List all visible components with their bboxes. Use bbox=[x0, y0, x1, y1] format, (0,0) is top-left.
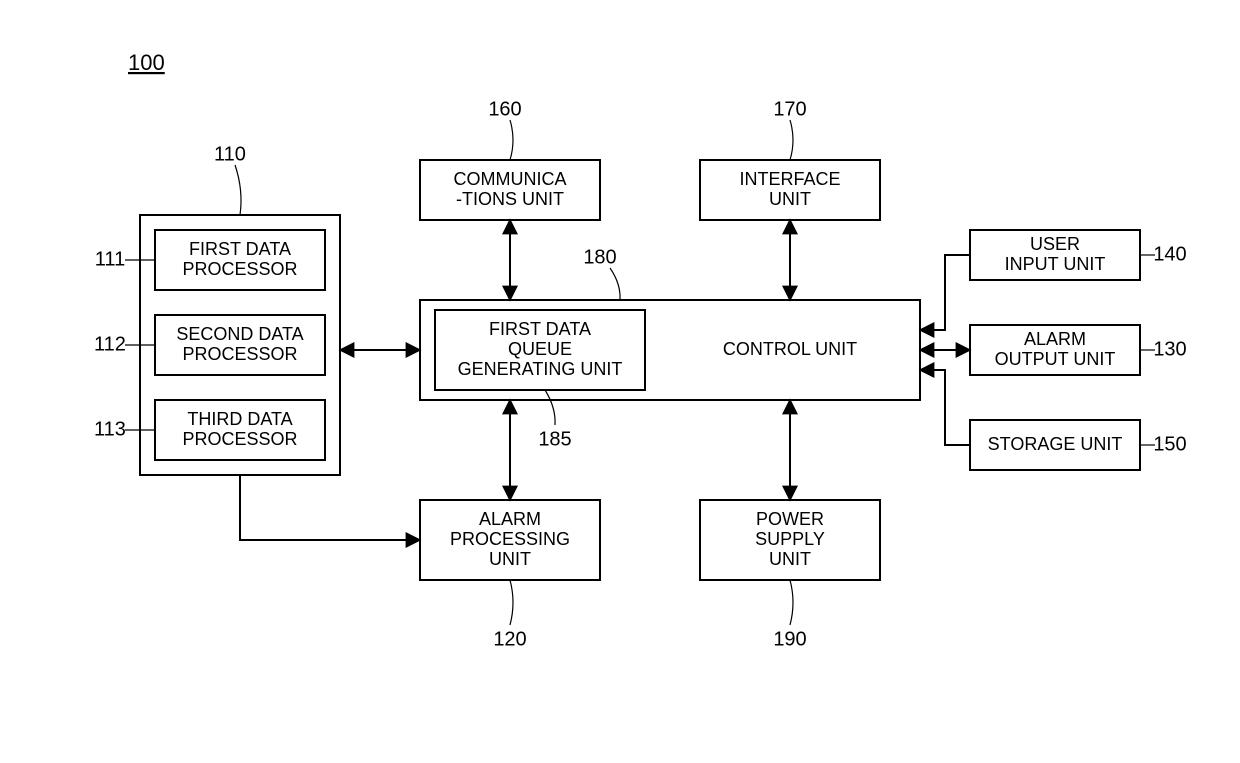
iface-label: UNIT bbox=[769, 189, 811, 209]
ref-leader bbox=[510, 120, 513, 160]
ref-112: 112 bbox=[94, 333, 126, 355]
proc1-label: PROCESSOR bbox=[182, 259, 297, 279]
ref-140: 140 bbox=[1153, 243, 1186, 265]
power-label: POWER bbox=[756, 509, 824, 529]
iface-label: INTERFACE bbox=[739, 169, 840, 189]
proc3-label: THIRD DATA bbox=[187, 409, 292, 429]
queue-label: GENERATING UNIT bbox=[458, 359, 623, 379]
ref-130: 130 bbox=[1153, 338, 1186, 360]
ref-leader bbox=[790, 580, 793, 625]
connector bbox=[920, 255, 970, 330]
connector bbox=[920, 370, 970, 445]
proc3-label: PROCESSOR bbox=[182, 429, 297, 449]
ref-150: 150 bbox=[1153, 433, 1186, 455]
alarmproc-label: UNIT bbox=[489, 549, 531, 569]
proc2-label: PROCESSOR bbox=[182, 344, 297, 364]
storage-label: STORAGE UNIT bbox=[988, 434, 1123, 454]
alarmout-label: OUTPUT UNIT bbox=[995, 349, 1116, 369]
queue-label: FIRST DATA bbox=[489, 319, 591, 339]
ref-185: 185 bbox=[538, 428, 571, 450]
ref-120: 120 bbox=[493, 628, 526, 650]
ref-160: 160 bbox=[488, 98, 521, 120]
proc2-label: SECOND DATA bbox=[176, 324, 303, 344]
ref-170: 170 bbox=[773, 98, 806, 120]
alarmproc-label: ALARM bbox=[479, 509, 541, 529]
queue-label: QUEUE bbox=[508, 339, 572, 359]
ref-leader bbox=[790, 120, 793, 160]
ref-110: 110 bbox=[214, 143, 246, 165]
figure-number: 100 bbox=[128, 50, 165, 75]
proc1-label: FIRST DATA bbox=[189, 239, 291, 259]
ref-180: 180 bbox=[583, 246, 616, 268]
ref-leader bbox=[235, 165, 241, 215]
userin-label: INPUT UNIT bbox=[1005, 254, 1106, 274]
connector bbox=[240, 475, 420, 540]
alarmout-label: ALARM bbox=[1024, 329, 1086, 349]
power-label: UNIT bbox=[769, 549, 811, 569]
block-diagram: 100FIRST DATAQUEUEGENERATING UNITFIRST D… bbox=[0, 0, 1240, 763]
ref-113: 113 bbox=[94, 418, 126, 440]
ref-leader bbox=[610, 268, 620, 300]
ctrl_lbl-label: CONTROL UNIT bbox=[723, 339, 857, 359]
comm-label: -TIONS UNIT bbox=[456, 189, 564, 209]
ref-190: 190 bbox=[773, 628, 806, 650]
ref-leader bbox=[510, 580, 513, 625]
ref-111: 111 bbox=[95, 248, 125, 270]
comm-label: COMMUNICA bbox=[454, 169, 567, 189]
userin-label: USER bbox=[1030, 234, 1080, 254]
power-label: SUPPLY bbox=[755, 529, 825, 549]
alarmproc-label: PROCESSING bbox=[450, 529, 570, 549]
